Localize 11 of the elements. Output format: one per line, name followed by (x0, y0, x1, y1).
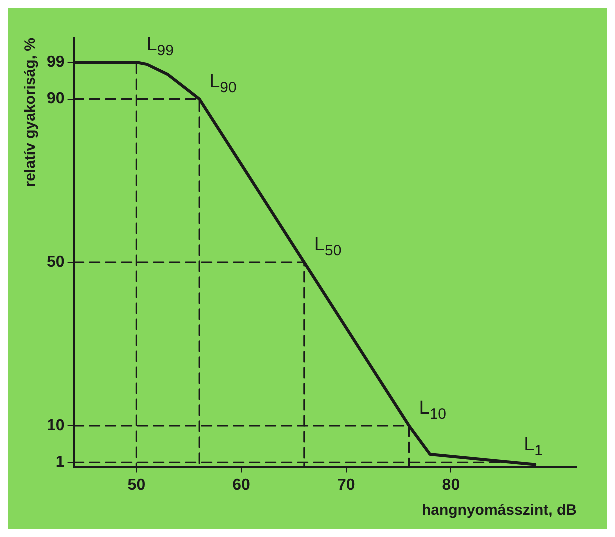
x-tick-label: 80 (442, 476, 460, 494)
x-tick-label: 50 (128, 476, 146, 494)
y-tick-label: 50 (47, 254, 65, 272)
y-tick-label: 90 (47, 90, 65, 108)
y-tick-label: 99 (47, 54, 65, 71)
y-tick-label: 1 (56, 454, 65, 472)
y-axis-title: relatív gyakoriság, % (22, 38, 40, 188)
x-tick-label: 60 (232, 476, 251, 494)
x-tick-label: 70 (337, 476, 356, 494)
y-tick-label: 10 (47, 417, 65, 434)
x-axis-title: hangnyomásszint, dB (422, 502, 578, 520)
